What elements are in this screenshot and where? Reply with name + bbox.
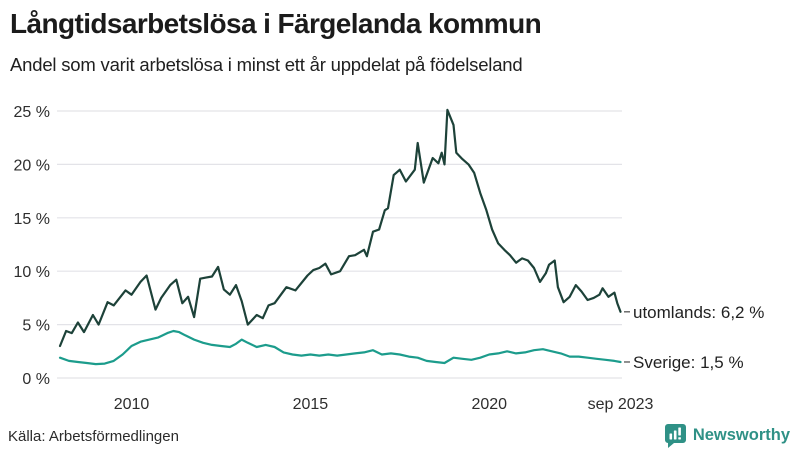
- source-note: Källa: Arbetsförmedlingen: [8, 428, 179, 445]
- series-line-utomlands: [58, 108, 622, 348]
- y-tick-label: 0 %: [22, 371, 50, 388]
- chart-subtitle: Andel som varit arbetslösa i minst ett å…: [10, 54, 523, 75]
- newsworthy-logo-icon: [664, 423, 686, 448]
- y-tick-label: 25 %: [14, 104, 50, 121]
- series-line-Sverige: [58, 329, 622, 366]
- newsworthy-wordmark: Newsworthy: [692, 425, 790, 444]
- x-tick-label: 2020: [471, 396, 507, 413]
- series-end-label-utomlands: utomlands: 6,2 %: [633, 303, 764, 322]
- x-tick-label: 2010: [114, 396, 150, 413]
- newsworthy-brand-link[interactable]: Newsworthy: [664, 422, 790, 448]
- y-tick-label: 10 %: [14, 264, 50, 281]
- x-tick-label: sep 2023: [588, 396, 654, 413]
- y-tick-label: 20 %: [14, 157, 50, 174]
- page-title: Långtidsarbetslösa i Färgelanda kommun: [10, 8, 542, 39]
- x-tick-label: 2015: [293, 396, 329, 413]
- series-end-label-Sverige: Sverige: 1,5 %: [633, 353, 744, 372]
- y-tick-label: 5 %: [22, 318, 50, 335]
- y-tick-label: 15 %: [14, 211, 50, 228]
